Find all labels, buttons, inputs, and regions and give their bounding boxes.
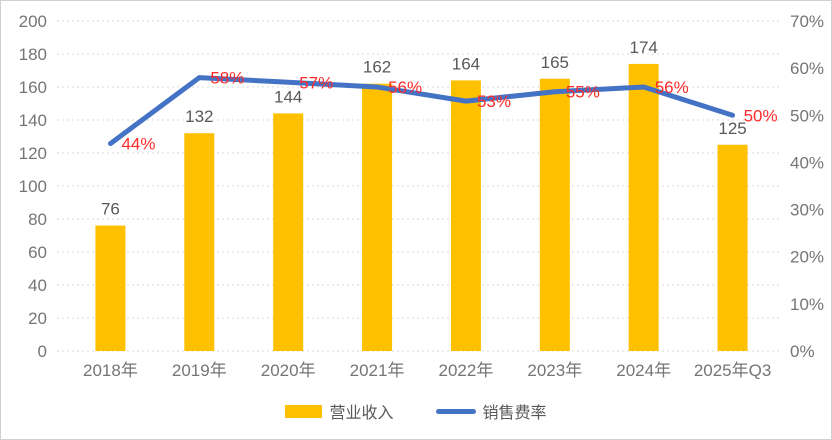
line-point-label: 56% (388, 78, 422, 97)
right-axis-tick: 60% (790, 59, 824, 78)
x-axis-tick: 2021年 (350, 361, 405, 380)
line-point-label: 53% (477, 92, 511, 111)
line-point-label: 58% (210, 69, 244, 88)
line-point-label: 57% (299, 73, 333, 92)
x-axis-tick: 2023年 (527, 361, 582, 380)
right-axis-tick: 70% (790, 12, 824, 31)
legend-item-revenue: 营业收入 (285, 399, 394, 423)
chart-canvas: 20018016014012010080604020070%60%50%40%3… (19, 12, 824, 380)
bar-value-label: 165 (541, 53, 569, 72)
line-point-label: 50% (744, 106, 778, 125)
x-axis-tick: 2020年 (261, 361, 316, 380)
x-axis-tick: 2025年Q3 (694, 361, 772, 380)
left-axis-tick: 120 (19, 144, 47, 163)
legend-item-expense-ratio: 销售费率 (435, 399, 547, 423)
chart-legend: 营业收入 销售费率 (1, 399, 831, 423)
left-axis-tick: 180 (19, 45, 47, 64)
bar-value-label: 174 (630, 38, 658, 57)
line-point-label: 56% (655, 78, 689, 97)
legend-bar-swatch (285, 404, 323, 418)
x-axis-tick: 2018年 (83, 361, 138, 380)
bar-value-label: 125 (718, 119, 746, 138)
bar-value-label: 144 (274, 87, 302, 106)
line-point-label: 55% (566, 83, 600, 102)
bar-value-label: 162 (363, 58, 391, 77)
legend-label-revenue: 营业收入 (329, 405, 394, 422)
legend-label-expense-ratio: 销售费率 (482, 405, 547, 422)
right-axis-tick: 50% (790, 106, 824, 125)
bar-2025年Q3 (717, 144, 748, 351)
x-axis-tick: 2019年 (172, 361, 227, 380)
left-axis-tick: 100 (19, 177, 47, 196)
right-axis-tick: 10% (790, 295, 824, 314)
bar-2018年 (95, 225, 126, 351)
left-axis-tick: 80 (28, 210, 47, 229)
right-axis-tick: 40% (790, 153, 824, 172)
line-point-label: 44% (121, 135, 155, 154)
right-axis-tick: 20% (790, 248, 824, 267)
bar-2022年 (450, 80, 481, 352)
left-axis-tick: 40 (28, 276, 47, 295)
bar-2021年 (362, 83, 393, 351)
left-axis-tick: 160 (19, 78, 47, 97)
expense-ratio-line (107, 75, 736, 147)
left-axis-tick: 200 (19, 12, 47, 31)
left-axis-tick: 140 (19, 111, 47, 130)
bar-value-label: 132 (185, 107, 213, 126)
x-axis-tick: 2022年 (439, 361, 494, 380)
right-axis-tick: 0% (790, 342, 815, 361)
bar-2023年 (539, 78, 570, 351)
right-axis-tick: 30% (790, 201, 824, 220)
left-axis-tick: 60 (28, 243, 47, 262)
bar-2019年 (184, 133, 215, 351)
legend-line-swatch (435, 408, 476, 414)
left-axis-tick: 0 (38, 342, 47, 361)
x-axis-tick: 2024年 (616, 361, 671, 380)
bar-2020年 (273, 113, 304, 352)
bar-value-label: 76 (101, 200, 120, 219)
bar-value-label: 164 (452, 54, 480, 73)
bar-2024年 (628, 63, 659, 352)
left-axis-tick: 20 (28, 309, 47, 328)
